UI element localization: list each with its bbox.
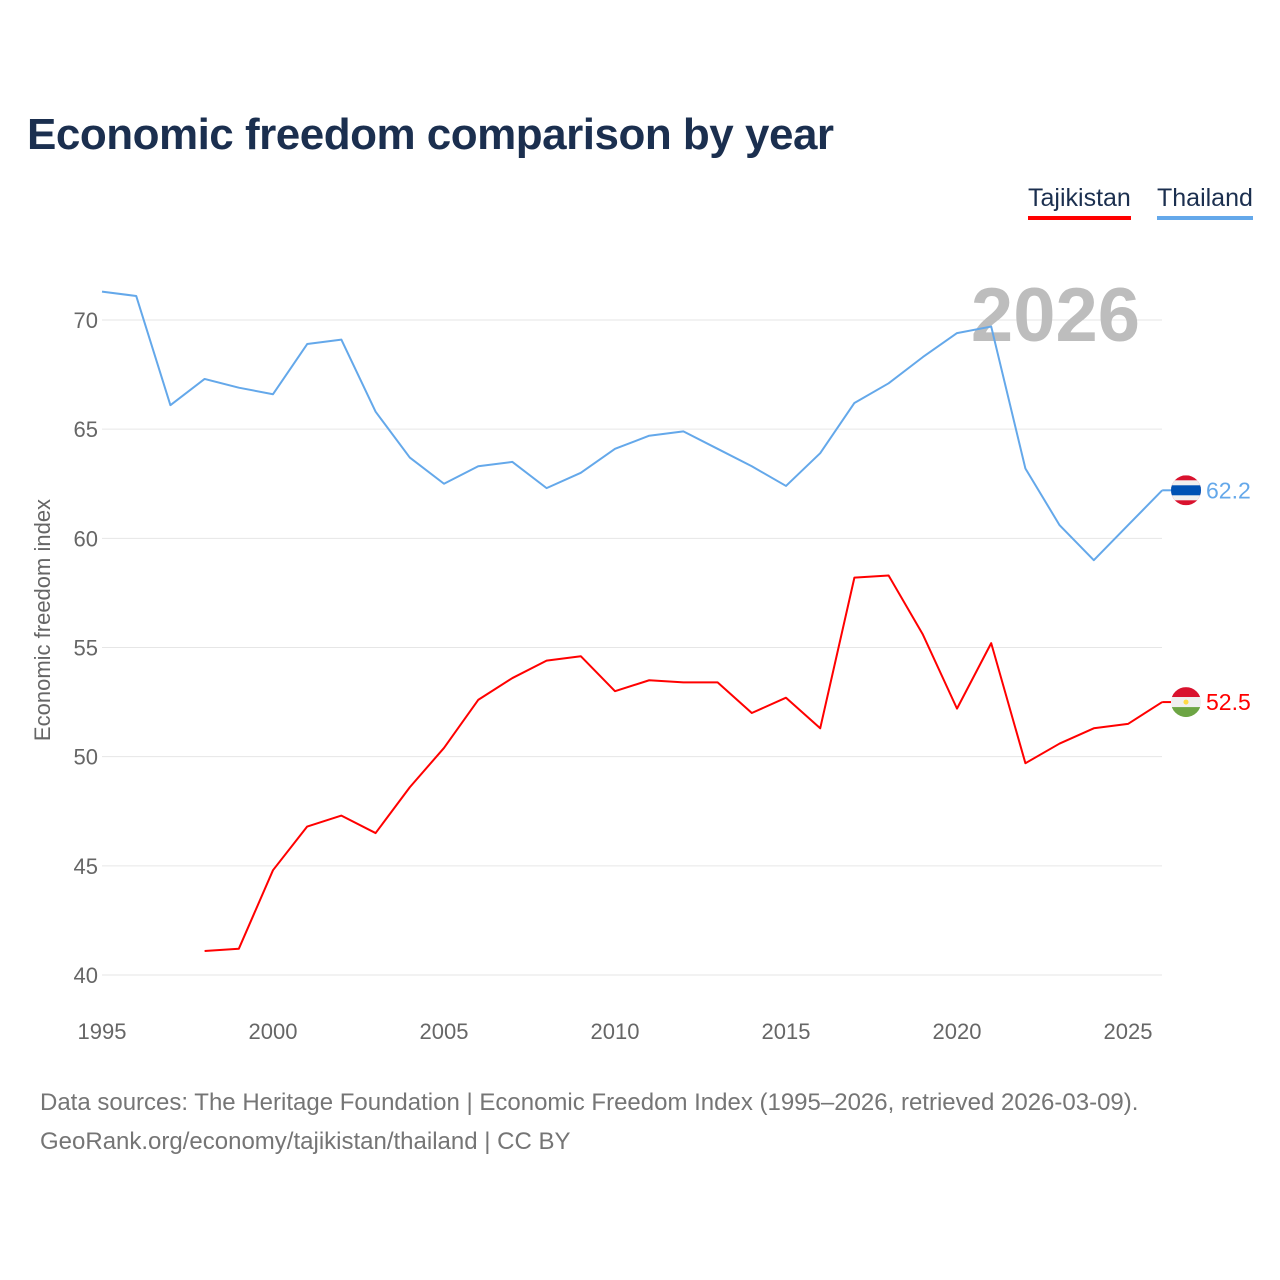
x-tick-label: 2020 <box>933 1019 982 1044</box>
y-tick-label: 65 <box>74 417 98 442</box>
legend-item-tajikistan[interactable]: Tajikistan <box>1028 184 1131 220</box>
series-line-thailand <box>101 290 1163 562</box>
flag-stripe <box>1171 707 1201 718</box>
y-axis-label: Economic freedom index <box>30 499 55 741</box>
flag-crown <box>1183 699 1189 705</box>
flag-stripe <box>1171 485 1201 496</box>
y-tick-label: 55 <box>74 635 98 660</box>
source-link[interactable]: GeoRank.org/economy/tajikistan/thailand … <box>40 1128 571 1155</box>
flag-stripe <box>1171 687 1201 698</box>
y-tick-label: 50 <box>74 745 98 770</box>
x-tick-label: 2005 <box>420 1019 469 1044</box>
x-tick-label: 2015 <box>762 1019 811 1044</box>
y-tick-label: 45 <box>74 854 98 879</box>
end-value-label: 52.5 <box>1206 689 1251 715</box>
year-watermark: 2026 <box>971 273 1140 358</box>
flag-tajikistan-icon <box>1171 687 1201 718</box>
flag-body <box>1171 687 1201 718</box>
flag-thailand-icon <box>1171 475 1201 506</box>
series-line-tajikistan <box>204 574 1163 952</box>
source-text: Data sources: The Heritage Foundation | … <box>40 1089 1139 1116</box>
series-lines: 52.5 62.2 <box>101 290 1251 952</box>
chart-title: Economic freedom comparison by year <box>27 110 834 159</box>
grid <box>102 319 1162 976</box>
axes: 40 45 50 55 60 65 70 1995 2000 2005 2010 2015 2020 20… <box>74 308 1153 1044</box>
y-tick-label: 70 <box>74 308 98 333</box>
legend-item-thailand[interactable]: Thailand <box>1157 184 1253 220</box>
y-tick-label: 40 <box>74 963 98 988</box>
flag-body <box>1171 475 1201 506</box>
x-tick-label: 1995 <box>78 1019 127 1044</box>
x-tick-label: 2025 <box>1104 1019 1153 1044</box>
y-tick-label: 60 <box>74 526 98 551</box>
x-tick-label: 2000 <box>249 1019 298 1044</box>
end-value-label: 62.2 <box>1206 477 1251 503</box>
x-tick-label: 2010 <box>591 1019 640 1044</box>
